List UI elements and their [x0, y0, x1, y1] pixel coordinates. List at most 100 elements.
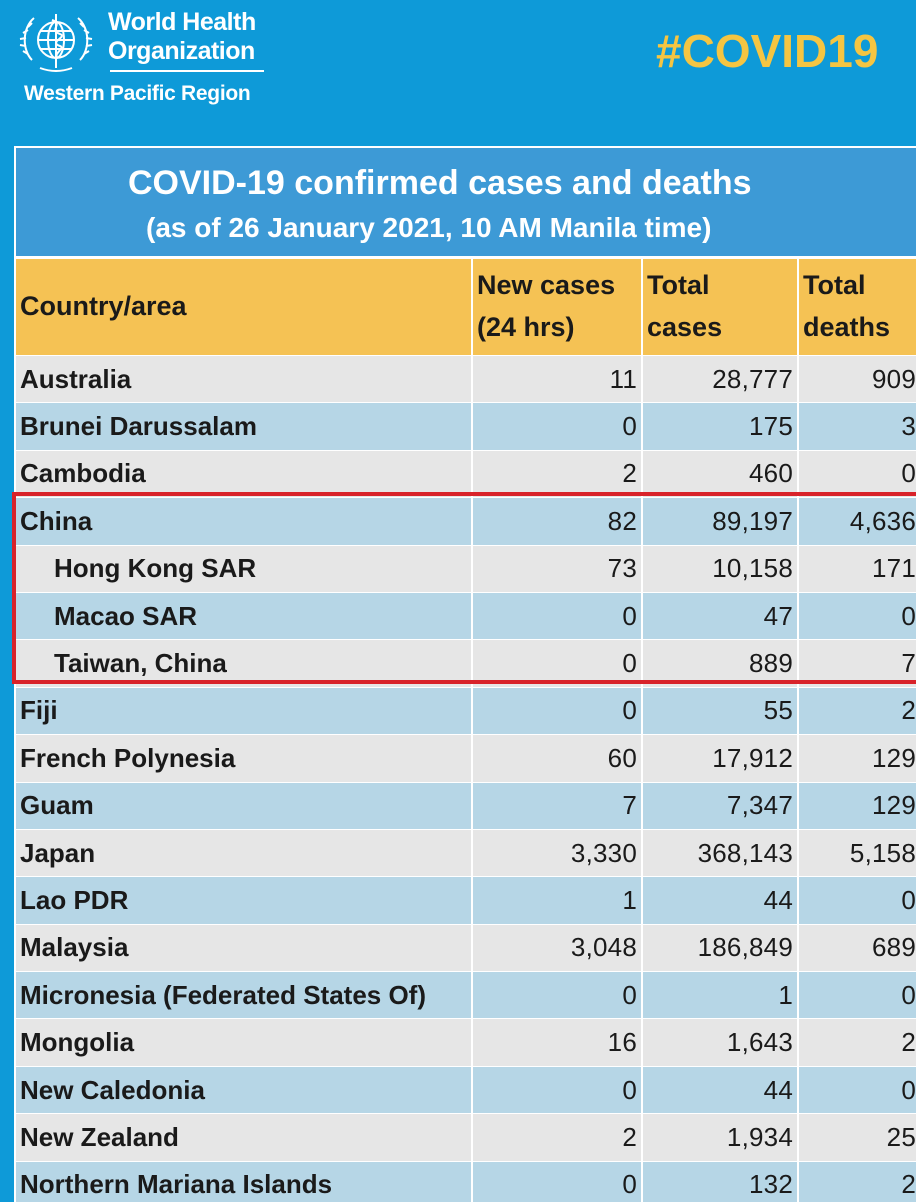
- cell-country: Fiji: [16, 686, 473, 735]
- column-header-country-label: Country/area: [20, 291, 187, 322]
- cell-new-cases: 7: [472, 781, 643, 830]
- column-header-new-cases: New cases (24 hrs): [472, 259, 643, 356]
- cell-country: Taiwan, China: [16, 639, 473, 688]
- cell-country: French Polynesia: [16, 734, 473, 783]
- cell-total-cases: 44: [642, 1065, 799, 1114]
- table-subtitle: (as of 26 January 2021, 10 AM Manila tim…: [146, 212, 712, 243]
- cell-new-cases: 0: [472, 1160, 643, 1202]
- cell-country: Guam: [16, 781, 473, 830]
- cell-total-deaths: 0: [798, 591, 916, 640]
- cell-new-cases: 3,048: [472, 923, 643, 972]
- cell-new-cases: 73: [472, 544, 643, 593]
- hashtag-title: #COVID19: [656, 25, 879, 77]
- table-row: Cambodia 2 460 0: [16, 449, 916, 498]
- cell-total-cases: 175: [642, 402, 799, 451]
- org-divider: [110, 70, 264, 72]
- table-row: Northern Mariana Islands 0 132 2: [16, 1160, 916, 1202]
- cell-country: Malaysia: [16, 923, 473, 972]
- cell-country: Cambodia: [16, 449, 473, 498]
- table-row: Fiji 0 55 2: [16, 686, 916, 735]
- cell-total-deaths: 0: [798, 971, 916, 1019]
- cell-country: Australia: [16, 354, 473, 403]
- cell-new-cases: 0: [472, 639, 643, 688]
- table-row: Taiwan, China 0 889 7: [16, 639, 916, 688]
- cell-total-deaths: 0: [798, 449, 916, 498]
- cell-new-cases: 0: [472, 686, 643, 735]
- org-name-line2: Organization: [108, 37, 255, 65]
- cell-new-cases: 11: [472, 354, 643, 403]
- cell-total-deaths: 0: [798, 1065, 916, 1114]
- cell-new-cases: 0: [472, 591, 643, 640]
- cell-total-cases: 47: [642, 591, 799, 640]
- cell-country: Hong Kong SAR: [16, 544, 473, 593]
- table-header-row: Country/area New cases (24 hrs) Total ca…: [16, 259, 916, 356]
- table-row: Brunei Darussalam 0 175 3: [16, 402, 916, 451]
- cell-total-deaths: 2: [798, 1160, 916, 1202]
- cell-total-deaths: 7: [798, 639, 916, 688]
- cell-total-deaths: 25: [798, 1113, 916, 1162]
- cell-total-cases: 10,158: [642, 544, 799, 593]
- table-row: Macao SAR 0 47 0: [16, 591, 916, 640]
- table-title: COVID-19 confirmed cases and deaths: [128, 164, 752, 202]
- cell-total-deaths: 129: [798, 781, 916, 830]
- cell-country: Micronesia (Federated States Of): [16, 971, 473, 1019]
- cell-total-cases: 17,912: [642, 734, 799, 783]
- cell-total-deaths: 3: [798, 402, 916, 451]
- cell-total-cases: 1: [642, 971, 799, 1019]
- cell-country: Northern Mariana Islands: [16, 1160, 473, 1202]
- cell-new-cases: 82: [472, 497, 643, 546]
- cell-total-deaths: 909: [798, 354, 916, 403]
- cell-total-cases: 460: [642, 449, 799, 498]
- cell-country: Japan: [16, 828, 473, 877]
- cell-new-cases: 0: [472, 402, 643, 451]
- cell-total-cases: 28,777: [642, 354, 799, 403]
- org-name-line1: World Health: [108, 8, 256, 36]
- cell-total-cases: 368,143: [642, 828, 799, 877]
- cell-total-deaths: 2: [798, 1018, 916, 1067]
- cell-new-cases: 0: [472, 971, 643, 1019]
- table-row: Lao PDR 1 44 0: [16, 876, 916, 925]
- column-header-new-cases-line1: New cases: [477, 270, 616, 301]
- cell-total-cases: 55: [642, 686, 799, 735]
- table-row: Japan 3,330 368,143 5,158: [16, 828, 916, 877]
- cell-total-deaths: 171: [798, 544, 916, 593]
- column-header-total-deaths: Total deaths: [798, 259, 916, 356]
- cell-total-cases: 7,347: [642, 781, 799, 830]
- table-row: French Polynesia 60 17,912 129: [16, 734, 916, 783]
- cell-country: New Caledonia: [16, 1065, 473, 1114]
- cell-total-deaths: 689: [798, 923, 916, 972]
- cell-new-cases: 2: [472, 449, 643, 498]
- who-emblem-icon: [19, 14, 93, 72]
- cell-total-cases: 132: [642, 1160, 799, 1202]
- column-header-total-cases-line1: Total: [647, 270, 710, 301]
- page-header: World Health Organization Western Pacifi…: [0, 0, 916, 140]
- cell-total-cases: 1,643: [642, 1018, 799, 1067]
- table-row: Malaysia 3,048 186,849 689: [16, 923, 916, 972]
- table-title-band: COVID-19 confirmed cases and deaths (as …: [16, 148, 916, 259]
- table-row: New Caledonia 0 44 0: [16, 1065, 916, 1114]
- column-header-total-deaths-line1: Total: [803, 270, 866, 301]
- cell-country: Brunei Darussalam: [16, 402, 473, 451]
- cell-new-cases: 0: [472, 1065, 643, 1114]
- cell-new-cases: 16: [472, 1018, 643, 1067]
- table-row: Australia 11 28,777 909: [16, 354, 916, 403]
- cell-new-cases: 60: [472, 734, 643, 783]
- table-row: Guam 7 7,347 129: [16, 781, 916, 830]
- column-header-total-cases: Total cases: [642, 259, 799, 356]
- table-row: Mongolia 16 1,643 2: [16, 1018, 916, 1067]
- table-row: Micronesia (Federated States Of) 0 1 0: [16, 971, 916, 1019]
- cell-new-cases: 2: [472, 1113, 643, 1162]
- cell-total-deaths: 129: [798, 734, 916, 783]
- cell-country: Mongolia: [16, 1018, 473, 1067]
- cell-country: Lao PDR: [16, 876, 473, 925]
- cell-new-cases: 1: [472, 876, 643, 925]
- cell-country: China: [16, 497, 473, 546]
- cell-total-cases: 44: [642, 876, 799, 925]
- column-header-total-deaths-line2: deaths: [803, 312, 891, 342]
- cell-total-deaths: 0: [798, 876, 916, 925]
- table-row: Hong Kong SAR 73 10,158 171: [16, 544, 916, 593]
- cell-total-cases: 1,934: [642, 1113, 799, 1162]
- cases-table: Country/area New cases (24 hrs) Total ca…: [16, 259, 916, 1202]
- table-row: China 82 89,197 4,636: [16, 497, 916, 546]
- cell-total-cases: 889: [642, 639, 799, 688]
